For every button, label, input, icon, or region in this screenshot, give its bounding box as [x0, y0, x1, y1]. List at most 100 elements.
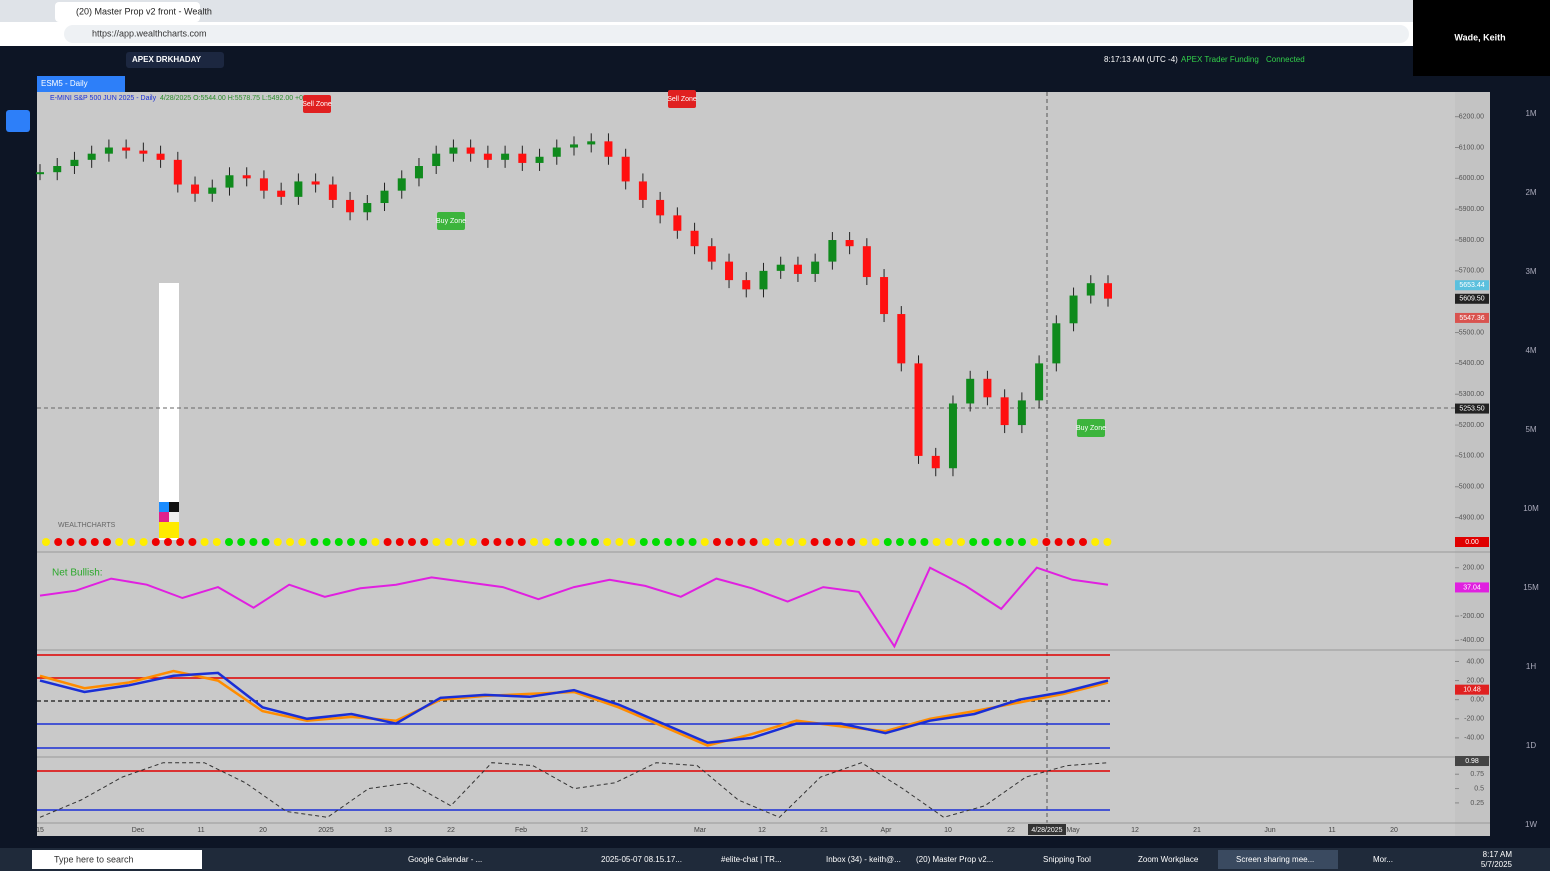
signal-dot	[322, 538, 331, 546]
timeframe[interactable]: 2M	[1525, 188, 1536, 197]
candle	[880, 277, 889, 315]
chart-tab[interactable]	[37, 76, 125, 92]
user-name: Wade, Keith	[1454, 32, 1505, 42]
signal-dot	[603, 538, 612, 546]
x-axis-label: 2025	[318, 827, 334, 834]
x-axis-label: 12	[758, 827, 766, 834]
signal-dot	[493, 538, 502, 546]
signal-dot	[151, 538, 160, 546]
signal-dot	[139, 538, 148, 546]
candle	[966, 378, 975, 404]
color-swatch[interactable]	[169, 502, 179, 512]
candle	[36, 172, 44, 175]
tab-title: (20) Master Prop v2 front - Wealth	[76, 6, 212, 16]
color-swatch[interactable]	[159, 502, 169, 512]
candle	[432, 153, 441, 167]
clock: 8:17:13 AM (UTC -4)	[1104, 55, 1178, 64]
timeframe[interactable]: 1M	[1525, 109, 1536, 118]
signal-dot	[383, 538, 392, 546]
sell-zone-label: Sell Zone	[302, 101, 332, 108]
candle	[725, 261, 734, 281]
signal-dot	[1030, 538, 1039, 546]
axis-label: 40.00	[1466, 658, 1484, 665]
search-box[interactable]	[32, 850, 202, 869]
taskbar-item-label: Screen sharing mee...	[1236, 855, 1314, 864]
price-tick-label: 5800.00	[1459, 237, 1484, 244]
browser-tab[interactable]	[55, 2, 200, 22]
url-field[interactable]	[64, 25, 1409, 43]
timeframe[interactable]: 3M	[1525, 267, 1536, 276]
x-axis-label: 12	[1131, 827, 1139, 834]
x-axis-label: 22	[447, 827, 455, 834]
taskbar-item-label: Inbox (34) - keith@...	[826, 855, 901, 864]
signal-dot	[298, 538, 307, 546]
axis-label: 0.75	[1470, 771, 1484, 778]
candle	[983, 378, 992, 398]
x-axis-label: May	[1066, 827, 1080, 834]
candle	[621, 156, 630, 182]
signal-dot	[212, 538, 221, 546]
signal-dot	[444, 538, 453, 546]
signal-dot	[1054, 538, 1063, 546]
candle	[259, 178, 268, 191]
signal-dot	[1066, 538, 1075, 546]
signal-dot	[591, 538, 599, 546]
signal-dot	[432, 538, 441, 546]
taskbar-item-label: Mor...	[1373, 855, 1393, 864]
signal-dot	[347, 538, 355, 546]
timeframe[interactable]: 4M	[1525, 346, 1536, 355]
value-tag-label: 0.98	[1465, 758, 1479, 765]
signal-dot	[371, 538, 380, 546]
candle	[242, 175, 251, 179]
axis-label: 0.5	[1474, 785, 1484, 792]
axis-label: -20.00	[1464, 716, 1484, 723]
taskbar-item-label: Snipping Tool	[1043, 855, 1091, 864]
x-axis-label: 10	[944, 827, 952, 834]
x-axis-label: Dec	[132, 827, 145, 834]
color-swatch[interactable]	[159, 512, 169, 522]
signal-dot	[725, 538, 734, 546]
signal-dot	[908, 538, 917, 546]
sell-zone	[303, 95, 331, 113]
timeframe[interactable]: 5M	[1525, 425, 1536, 434]
signal-dot	[517, 538, 526, 546]
candle	[483, 153, 492, 160]
candle	[104, 147, 113, 154]
price-tag	[1455, 312, 1489, 323]
signal-dot	[408, 538, 416, 546]
candle	[1069, 295, 1078, 324]
color-swatch[interactable]	[159, 522, 179, 538]
buy-zone-label: Buy Zone	[1076, 425, 1106, 432]
price-tag-label: 5253.50	[1459, 405, 1484, 412]
signal-dot	[627, 538, 636, 546]
candle	[449, 147, 458, 154]
color-swatch[interactable]	[169, 512, 179, 522]
timeframe[interactable]: 1H	[1526, 662, 1536, 671]
signal-dot	[822, 538, 831, 546]
signal-dot	[883, 538, 892, 546]
watermark: WEALTHCHARTS	[58, 522, 116, 529]
candle	[191, 184, 200, 194]
signal-dot	[1042, 538, 1051, 546]
search-placeholder: Type here to search	[54, 854, 134, 864]
signal-dot	[103, 538, 111, 546]
timeframe[interactable]: 1D	[1526, 741, 1536, 750]
candle	[828, 240, 837, 262]
timeframe[interactable]: 1W	[1525, 820, 1537, 829]
candle	[811, 261, 820, 274]
signal-dot	[78, 538, 87, 546]
layout-button[interactable]	[126, 52, 224, 68]
signal-dot	[66, 538, 75, 546]
signal-dot	[664, 538, 673, 546]
candle	[466, 147, 475, 154]
candle	[122, 147, 131, 151]
timeframe[interactable]: 10M	[1523, 504, 1539, 513]
signal-dot	[713, 538, 721, 546]
sell-zone-label: Sell Zone	[667, 96, 697, 103]
add-button[interactable]	[6, 110, 30, 132]
taskbar-item[interactable]	[1218, 850, 1338, 869]
price-tag-label: 5547.36	[1459, 315, 1484, 322]
candle	[70, 159, 79, 167]
timeframe[interactable]: 15M	[1523, 583, 1539, 592]
